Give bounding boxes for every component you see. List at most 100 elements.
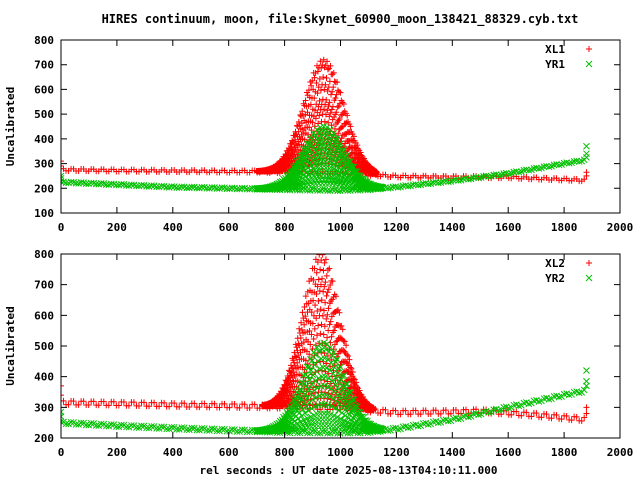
data-point xyxy=(323,364,330,372)
x-tick-label: 1000 xyxy=(327,221,354,234)
y-tick-label: 400 xyxy=(34,133,54,146)
data-point xyxy=(306,327,313,334)
data-point xyxy=(325,84,332,91)
data-point xyxy=(325,103,332,110)
data-point xyxy=(339,132,346,139)
data-point xyxy=(338,156,346,164)
chart-panel-bottom: 0 200 400 600 800 1000 1200 1400 1600 1800 2000 200… xyxy=(4,248,633,477)
data-point xyxy=(340,372,348,379)
data-point xyxy=(510,168,518,176)
data-point xyxy=(470,174,477,181)
data-point xyxy=(325,286,332,293)
data-point xyxy=(553,161,560,168)
data-point xyxy=(311,403,319,410)
data-point xyxy=(238,426,246,434)
data-point xyxy=(292,400,300,408)
data-point xyxy=(321,354,328,362)
data-point xyxy=(67,178,75,186)
data-point xyxy=(161,399,168,406)
data-point xyxy=(384,184,392,192)
data-point xyxy=(128,181,135,189)
data-point xyxy=(329,186,337,194)
data-point xyxy=(513,408,520,415)
data-point xyxy=(321,422,329,430)
data-point xyxy=(314,429,321,437)
x-tick-label: 2000 xyxy=(607,446,634,459)
data-point xyxy=(340,358,347,365)
data-point xyxy=(112,423,120,430)
data-point xyxy=(344,187,352,194)
data-point xyxy=(61,392,64,399)
data-point xyxy=(548,415,555,422)
data-point xyxy=(330,69,337,76)
x-tick-label: 200 xyxy=(107,446,127,459)
data-point xyxy=(389,424,397,432)
data-point xyxy=(118,180,125,188)
data-point xyxy=(382,406,389,413)
data-point xyxy=(105,402,112,409)
y-tick-label: 300 xyxy=(34,158,54,171)
data-point xyxy=(318,257,325,264)
data-point xyxy=(317,306,324,313)
data-point xyxy=(442,407,449,414)
data-point xyxy=(306,355,314,363)
x-tick-label: 600 xyxy=(219,221,239,234)
data-point xyxy=(319,254,326,258)
data-point xyxy=(128,422,135,429)
data-point xyxy=(178,424,186,431)
data-point xyxy=(339,154,347,162)
data-point xyxy=(324,266,331,273)
data-point xyxy=(350,404,357,412)
data-point xyxy=(515,402,523,410)
data-point xyxy=(123,423,130,431)
data-point xyxy=(429,418,437,426)
data-point xyxy=(334,87,341,94)
data-point xyxy=(344,368,351,375)
data-point xyxy=(324,87,331,94)
data-point xyxy=(311,160,319,167)
data-point xyxy=(303,363,311,371)
data-point xyxy=(472,173,480,181)
data-point xyxy=(321,86,328,93)
data-point xyxy=(327,318,334,325)
data-point xyxy=(338,135,345,142)
data-point xyxy=(97,180,105,187)
data-point xyxy=(311,123,318,130)
x-tick-label: 1800 xyxy=(551,446,578,459)
data-points xyxy=(61,254,590,437)
data-point xyxy=(178,183,186,191)
data-point xyxy=(523,409,530,416)
x-axis-label: rel seconds : UT date 2025-08-13T04:10:1… xyxy=(199,464,497,477)
data-point xyxy=(317,266,324,273)
data-point xyxy=(327,62,334,69)
legend-marker xyxy=(585,274,593,282)
x-tick-label: 0 xyxy=(58,221,65,234)
data-point xyxy=(315,374,323,382)
x-tick-label: 1800 xyxy=(551,221,578,234)
data-point xyxy=(320,288,327,295)
data-point xyxy=(583,154,590,161)
data-point xyxy=(173,425,181,433)
data-point xyxy=(216,404,223,411)
data-point xyxy=(314,332,321,339)
data-point xyxy=(327,343,334,351)
data-point xyxy=(158,423,165,431)
data-point xyxy=(321,307,328,314)
data-point xyxy=(306,376,314,384)
x-tick-label: 1600 xyxy=(495,221,522,234)
data-point xyxy=(318,321,325,328)
data-point xyxy=(318,297,325,304)
data-point xyxy=(304,109,311,116)
data-point xyxy=(319,275,326,282)
data-point xyxy=(518,412,525,419)
data-point xyxy=(326,154,333,161)
x-tick-label: 400 xyxy=(163,446,183,459)
data-point xyxy=(314,135,322,142)
x-tick-label: 2000 xyxy=(607,221,634,234)
data-point xyxy=(327,150,335,157)
data-point xyxy=(331,161,339,169)
data-point xyxy=(186,403,193,410)
y-tick-label: 200 xyxy=(34,432,54,445)
data-point xyxy=(125,402,132,409)
data-point xyxy=(535,398,543,405)
